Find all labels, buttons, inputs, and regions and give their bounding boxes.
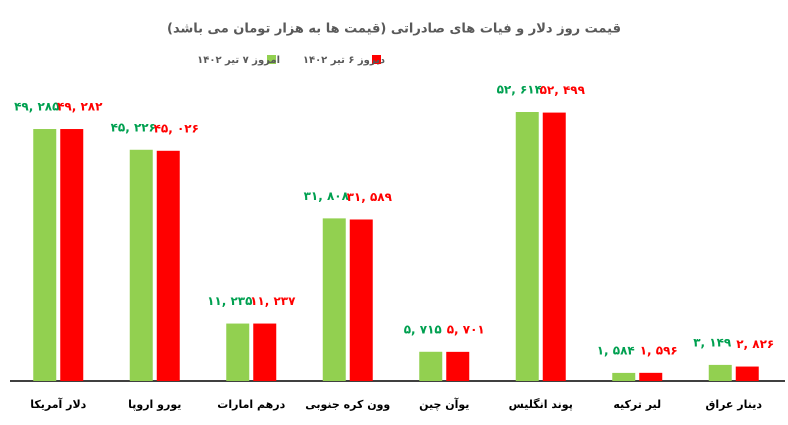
value-label: ۲, ۸۲۶ [736,337,774,351]
value-label: ۵۲, ۴۹۹ [540,83,586,97]
value-label: ۵, ۷۰۱ [447,322,485,336]
x-tick-label: وون کره جنوبی [305,398,390,411]
bar [612,372,636,381]
bar [735,366,759,381]
legend-label: دیروز ۶ تیر ۱۴۰۲ [303,55,385,66]
value-label: ۱۱, ۲۳۵ [207,294,252,308]
bar [226,323,250,381]
value-label: ۱۱, ۲۳۷ [250,294,296,308]
value-label: ۳, ۱۴۹ [693,335,732,349]
value-label: ۵۲, ۶۱۴ [497,83,542,97]
bar [515,112,539,381]
bar [33,129,57,381]
value-label: ۴۵, ۲۲۶ [111,120,156,134]
value-label: ۵, ۷۱۵ [404,322,442,336]
x-tick-label: پوند انگلیس [509,398,573,411]
value-label: ۳۱, ۵۸۹ [347,190,393,204]
bar [446,351,470,381]
x-tick-label: درهم امارات [217,398,285,411]
bar [708,364,732,381]
value-label: ۴۹, ۲۸۲ [57,100,103,114]
bar [60,129,84,381]
bar [129,149,153,381]
legend-swatch [372,55,381,64]
bar [322,218,346,381]
value-label: ۱, ۵۹۶ [640,343,678,357]
x-tick-label: دینار عراق [705,398,762,411]
x-tick-label: یورو اروپا [128,398,181,411]
x-tick-label: لیر ترکیه [613,398,661,411]
bar [639,372,663,381]
value-label: ۴۹, ۲۸۵ [14,100,59,114]
value-label: ۴۵, ۰۲۶ [154,121,199,135]
x-tick-label: یوآن چین [419,397,469,411]
legend-swatch [267,55,276,64]
legend-label: امروز ۷ تیر ۱۴۰۲ [197,55,280,66]
chart-title: قیمت روز دلار و فیات های صادراتی (قیمت ه… [167,22,621,37]
value-label: ۳۱, ۸۰۸ [304,189,350,203]
bar [419,351,443,381]
x-tick-label: دلار آمریکا [30,397,86,411]
bar [542,112,566,382]
bar [349,219,373,381]
bar [156,150,180,381]
value-label: ۱, ۵۸۴ [597,343,635,357]
bar [253,323,277,381]
